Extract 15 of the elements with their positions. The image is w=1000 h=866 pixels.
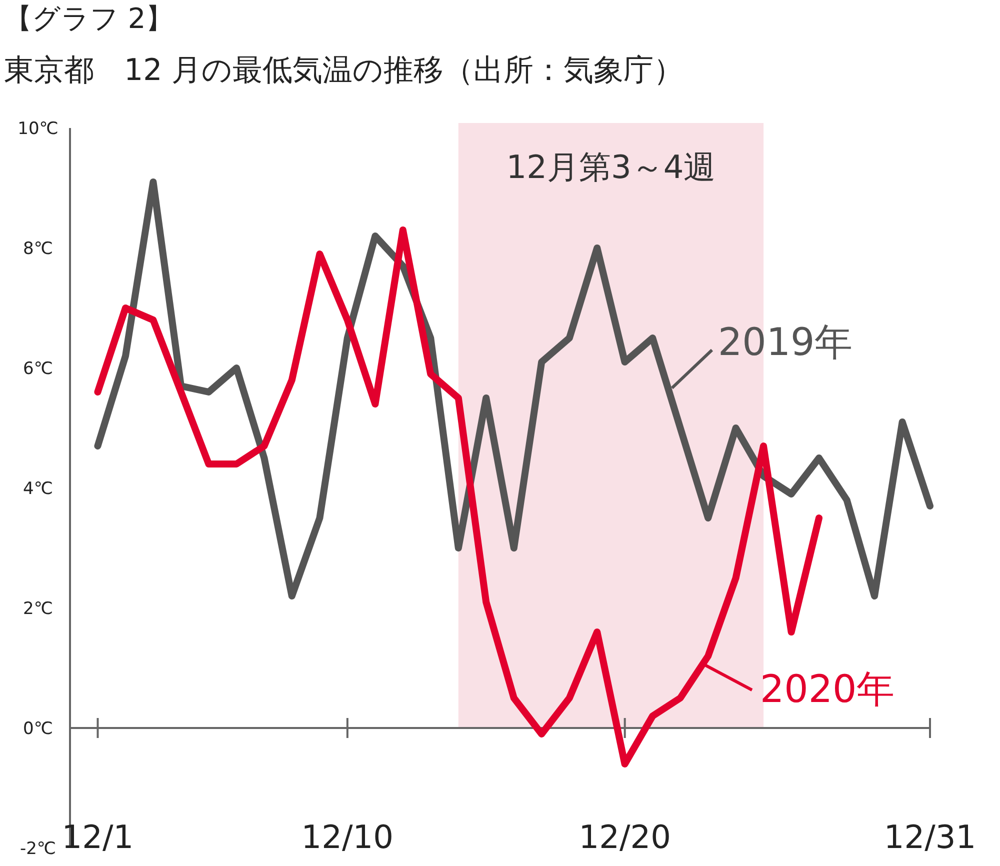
y-tick-label: 0℃	[23, 719, 53, 739]
chart-title: 【グラフ 2】	[4, 2, 174, 35]
x-tick-label: 12/20	[578, 818, 671, 856]
y-tick-label: 4℃	[23, 479, 53, 499]
y-tick-label: 2℃	[23, 599, 53, 619]
chart-subtitle: 東京都 12 月の最低気温の推移（出所：気象庁）	[4, 53, 684, 88]
x-tick-label: 12/31	[884, 818, 976, 856]
x-tick-label: 12/10	[301, 818, 394, 856]
y-tick-label: -2℃	[20, 839, 56, 859]
series-label: 2019年	[718, 320, 853, 364]
legend-label: 2020年	[760, 667, 895, 711]
y-tick-label: 8℃	[23, 239, 53, 259]
band-label: 12月第3～4週	[506, 148, 716, 186]
y-tick-label: 10℃	[18, 119, 58, 139]
y-tick-label: 6℃	[23, 359, 53, 379]
